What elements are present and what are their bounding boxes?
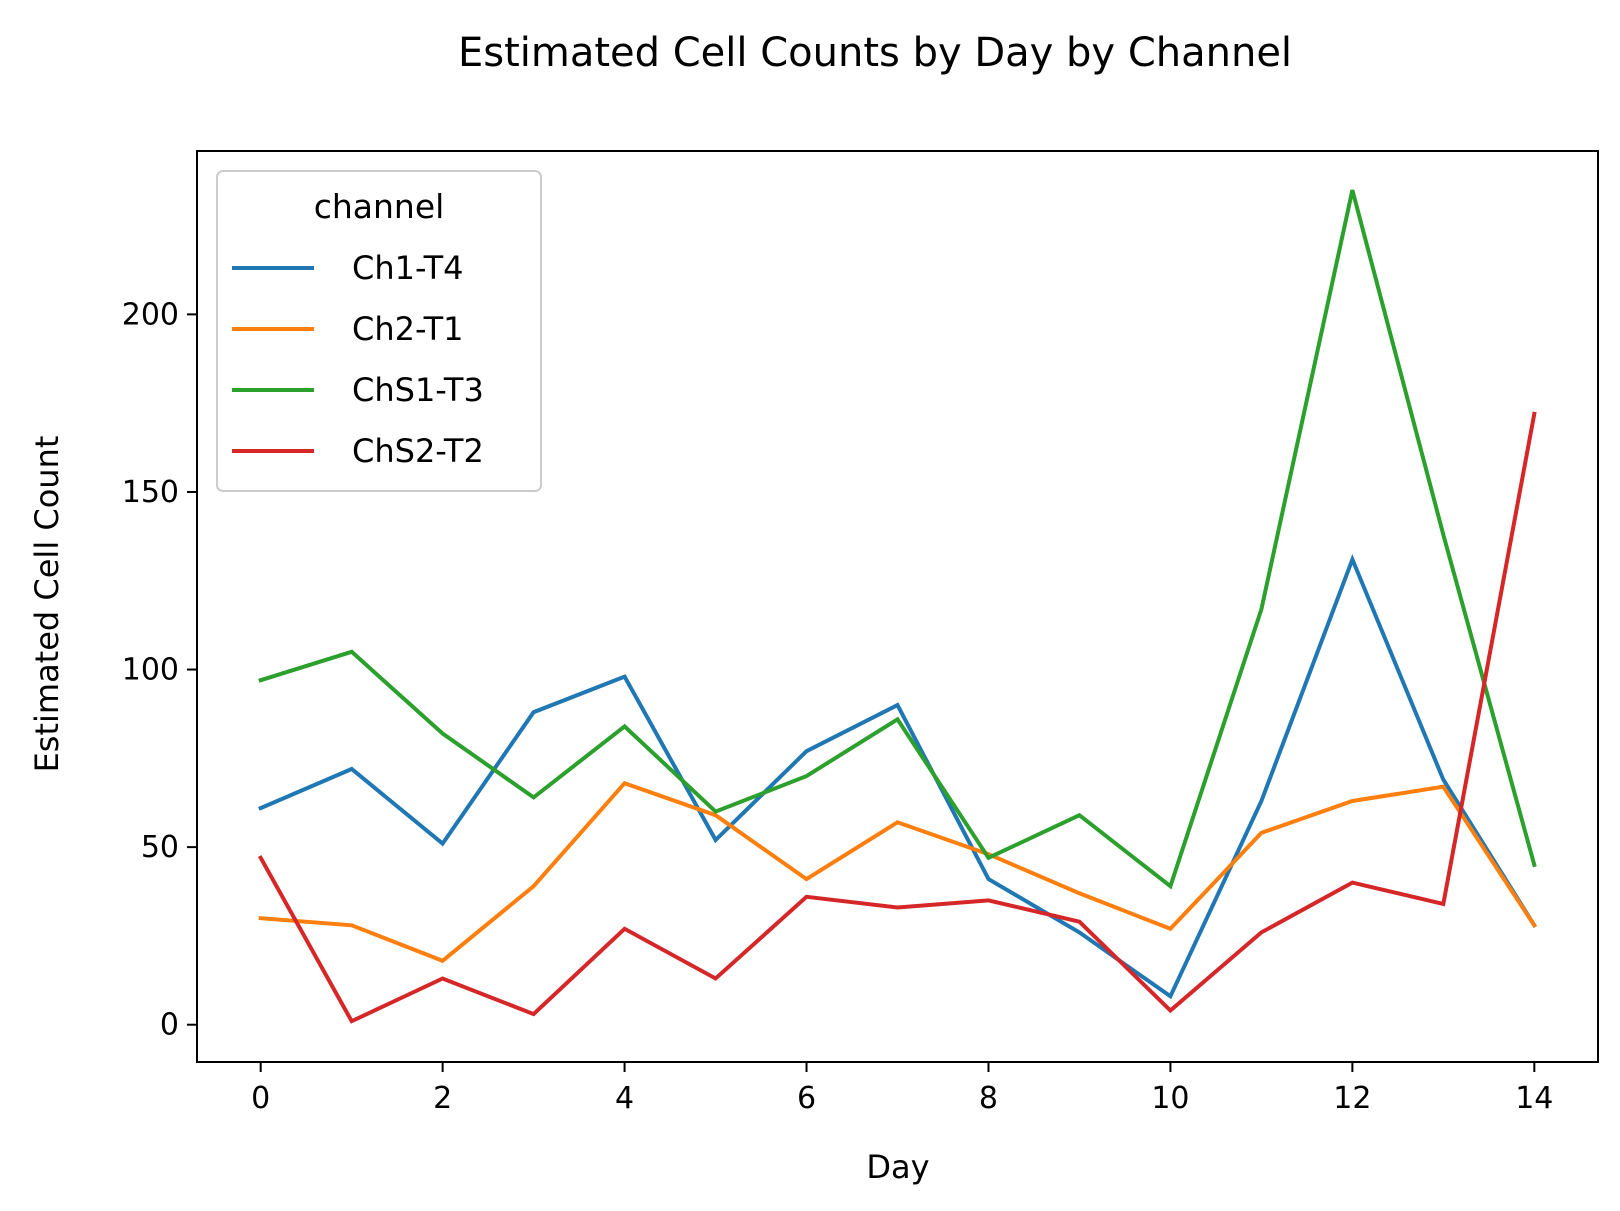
legend-box: [216, 170, 542, 492]
x-tick-label-4: 4: [615, 1081, 634, 1116]
legend-entries: Ch1-T4 Ch2-T1 ChS1-T3 ChS2-T2: [232, 249, 484, 470]
legend-title: channel: [314, 187, 445, 226]
legend-label-chs2-t2: ChS2-T2: [352, 432, 484, 470]
series-line-chs2-t2: [257, 411, 1537, 1024]
x-tick-label-8: 8: [979, 1081, 998, 1116]
plot-area-lines: [257, 189, 1538, 1024]
y-tick-label-200: 200: [122, 297, 179, 332]
x-axis: 0 2 4 6 8 10 12 14: [251, 1062, 1553, 1116]
legend-label-ch2-t1: Ch2-T1: [352, 310, 464, 348]
plot-frame: [196, 150, 1599, 1063]
legend-label-chs1-t3: ChS1-T3: [352, 371, 484, 409]
y-tick-label-100: 100: [122, 653, 179, 688]
y-tick-label-50: 50: [141, 830, 179, 865]
series-line-ch1-t4: [258, 553, 1538, 1000]
y-tick-label-150: 150: [122, 475, 179, 510]
legend-label-ch1-t4: Ch1-T4: [352, 249, 464, 287]
series-line-chs1-t3: [258, 189, 1537, 890]
chart-title: Estimated Cell Counts by Day by Channel: [458, 30, 1292, 76]
x-tick-label-0: 0: [251, 1081, 270, 1116]
y-axis-label: Estimated Cell Count: [28, 436, 66, 773]
x-tick-label-12: 12: [1333, 1081, 1371, 1116]
x-tick-label-10: 10: [1151, 1081, 1189, 1116]
x-tick-label-2: 2: [433, 1081, 452, 1116]
y-axis: 0 50 100 150 200: [122, 297, 197, 1043]
series-line-ch2-t1: [258, 780, 1538, 964]
x-tick-label-6: 6: [797, 1081, 816, 1116]
x-tick-label-14: 14: [1515, 1081, 1553, 1116]
x-axis-label: Day: [866, 1148, 929, 1186]
y-tick-label-0: 0: [160, 1008, 179, 1043]
legend: channel Ch1-T4 Ch2-T1 ChS1-T3 ChS2-T2: [216, 170, 542, 492]
